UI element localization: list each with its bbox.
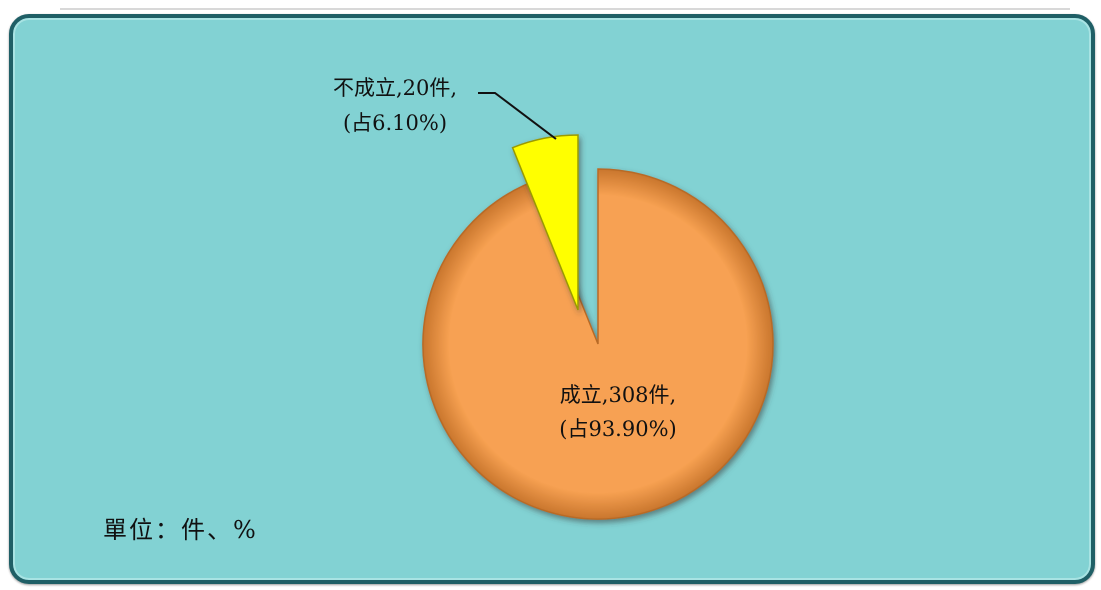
unit-note: 單位：件、% [103, 516, 258, 544]
label-established-line1: 成立,308件, [560, 383, 676, 407]
pie-slice-not-established [511, 134, 579, 311]
label-established-line2: (占93.90%) [559, 417, 676, 441]
label-not-established-line2: (占6.10%) [343, 111, 447, 135]
label-not-established-line1: 不成立,20件, [333, 76, 457, 100]
top-divider [60, 0, 1070, 10]
leader-line [478, 92, 557, 140]
pie-slice-established [422, 168, 774, 520]
